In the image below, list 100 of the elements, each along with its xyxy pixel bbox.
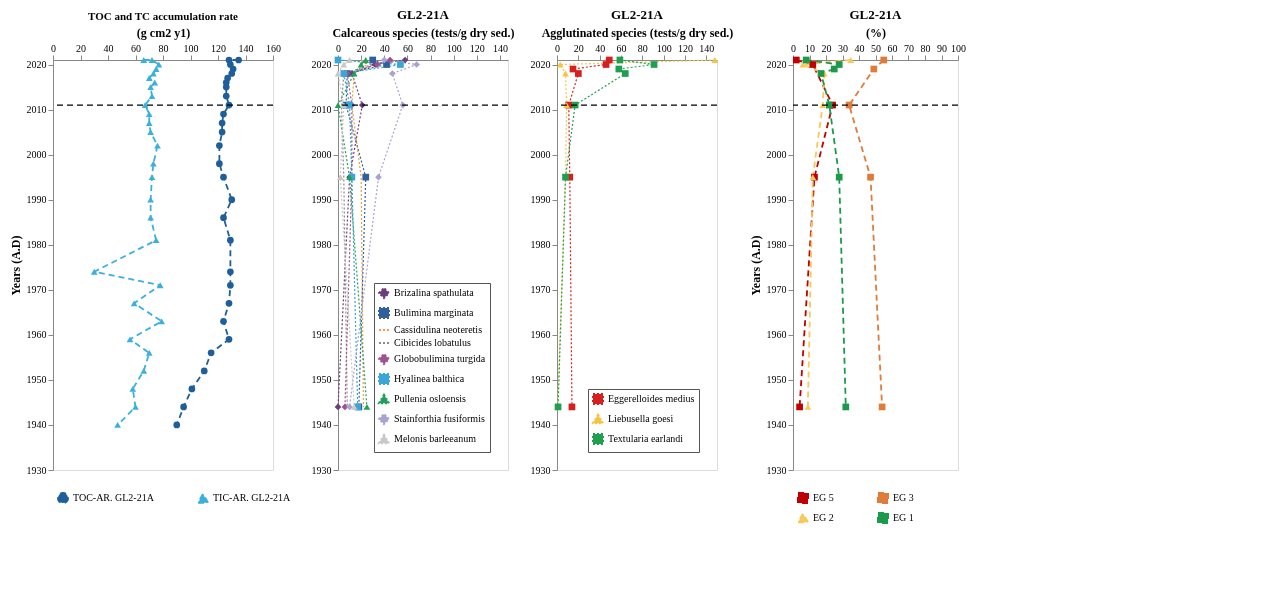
y-tick-label: 1950 xyxy=(26,374,47,386)
x-tick-label: 120 xyxy=(211,42,226,54)
x-tick-label: 80 xyxy=(920,42,931,54)
legend-label: Brizalina spathulata xyxy=(394,287,475,298)
y-tick-label: 1960 xyxy=(530,329,551,341)
y-tick-label: 1990 xyxy=(530,194,551,206)
y-tick-label: 1990 xyxy=(311,194,332,206)
y-tick-label: 2020 xyxy=(766,59,787,71)
legend-label: EG 3 xyxy=(893,492,914,503)
x-axis-title: Agglutinated species (tests/g dry sed.) xyxy=(541,25,734,40)
y-tick-label: 1960 xyxy=(26,329,47,341)
x-tick-label: 40 xyxy=(595,42,606,54)
x-tick-label: 0 xyxy=(791,42,796,54)
y-tick-label: 2010 xyxy=(766,104,787,116)
y-tick-label: 1980 xyxy=(26,239,47,251)
legend-label: Pullenia osloensis xyxy=(394,393,467,404)
y-tick-label: 2020 xyxy=(26,59,47,71)
x-tick-label: 140 xyxy=(238,42,254,54)
x-tick-label: 40 xyxy=(379,42,390,54)
x-tick-label: 20 xyxy=(573,42,584,54)
x-tick-label: 100 xyxy=(656,42,672,54)
legend-label: Cibicides lobatulus xyxy=(394,337,472,348)
legend-label: Liebusella goesi xyxy=(608,413,674,424)
y-axis-title: Years (A.D) xyxy=(8,235,23,296)
y-tick-label: 1950 xyxy=(530,374,551,386)
y-tick-label: 2010 xyxy=(530,104,551,116)
x-axis-title: Calcareous species (tests/g dry sed.) xyxy=(332,25,515,40)
y-tick-label: 1940 xyxy=(530,419,551,431)
x-tick-label: 140 xyxy=(492,42,508,54)
x-tick-label: 160 xyxy=(266,42,281,54)
legend-label: Eggerelloides medius xyxy=(608,393,695,404)
y-tick-label: 1990 xyxy=(766,194,787,206)
x-tick-label: 70 xyxy=(904,42,914,54)
y-tick-label: 1990 xyxy=(26,194,47,206)
x-tick-label: 80 xyxy=(158,42,169,54)
legend-label: Hyalinea balthica xyxy=(394,373,465,384)
x-tick-label: 80 xyxy=(426,42,437,54)
y-axis-title: Years (A.D) xyxy=(748,235,763,296)
x-tick-label: 60 xyxy=(402,42,413,54)
legend-label: EG 5 xyxy=(813,492,834,503)
x-tick-label: 20 xyxy=(821,42,832,54)
x-tick-label: 0 xyxy=(336,42,341,54)
y-tick-label: 1970 xyxy=(530,284,551,296)
legend-label: Textularia earlandi xyxy=(608,433,684,444)
y-tick-label: 1950 xyxy=(766,374,787,386)
legend-label: TIC-AR. GL2-21A xyxy=(213,492,291,504)
legend-label: TOC-AR. GL2-21A xyxy=(73,492,155,503)
y-tick-label: 1980 xyxy=(766,239,787,251)
chart-title: GL2-21A xyxy=(611,7,664,22)
y-tick-label: 1930 xyxy=(311,464,332,476)
y-tick-label: 2000 xyxy=(766,149,787,161)
legend-label: Cassidulina neoteretis xyxy=(394,324,483,335)
y-tick-label: 2000 xyxy=(311,149,332,161)
legend-label: Bulimina marginata xyxy=(394,307,475,318)
y-tick-label: 1930 xyxy=(530,464,551,476)
y-tick-label: 1960 xyxy=(311,329,332,341)
legend-label: Melonis barleeanum xyxy=(394,433,477,444)
x-axis-title: (%) xyxy=(866,25,886,40)
x-tick-label: 140 xyxy=(699,42,715,54)
legend-label: Stainforthia fusiformis xyxy=(394,413,485,424)
x-tick-label: 10 xyxy=(805,42,815,54)
x-tick-label: 40 xyxy=(103,42,114,54)
x-tick-label: 100 xyxy=(951,42,966,54)
y-tick-label: 1970 xyxy=(311,284,332,296)
x-tick-label: 90 xyxy=(937,42,947,54)
y-tick-label: 1940 xyxy=(26,419,47,431)
x-tick-label: 80 xyxy=(637,42,648,54)
y-tick-label: 1950 xyxy=(311,374,332,386)
y-tick-label: 1940 xyxy=(766,419,787,431)
chart-title: GL2-21A xyxy=(849,7,903,22)
y-tick-label: 2010 xyxy=(311,104,332,116)
x-tick-label: 60 xyxy=(616,42,627,54)
x-tick-label: 0 xyxy=(555,42,560,54)
x-tick-label: 60 xyxy=(887,42,898,54)
legend-label: EG 2 xyxy=(813,512,834,523)
legend-label: Globobulimina turgida xyxy=(394,353,486,364)
y-tick-label: 1930 xyxy=(766,464,787,476)
x-tick-label: 50 xyxy=(871,42,881,54)
x-tick-label: 40 xyxy=(854,42,865,54)
x-tick-label: 30 xyxy=(838,42,848,54)
y-tick-label: 2010 xyxy=(26,104,47,116)
y-tick-label: 1940 xyxy=(311,419,332,431)
x-axis-title: (g cm2 y1) xyxy=(136,25,191,40)
x-tick-label: 120 xyxy=(469,42,485,54)
x-tick-label: 60 xyxy=(131,42,141,54)
legend-label: EG 1 xyxy=(893,512,914,523)
x-tick-label: 100 xyxy=(446,42,462,54)
y-tick-label: 1930 xyxy=(26,464,47,476)
chart-title: TOC and TC accumulation rate xyxy=(88,10,239,22)
y-tick-label: 2020 xyxy=(311,59,332,71)
x-tick-label: 120 xyxy=(678,42,693,54)
y-tick-label: 1980 xyxy=(311,239,332,251)
y-tick-label: 1980 xyxy=(530,239,551,251)
y-tick-label: 2000 xyxy=(530,149,551,161)
x-tick-label: 20 xyxy=(76,42,86,54)
x-tick-label: 20 xyxy=(356,42,367,54)
x-tick-label: 100 xyxy=(183,42,199,54)
x-tick-label: 0 xyxy=(51,42,56,54)
chart-title: GL2-21A xyxy=(397,7,450,22)
y-tick-label: 1970 xyxy=(766,284,787,296)
